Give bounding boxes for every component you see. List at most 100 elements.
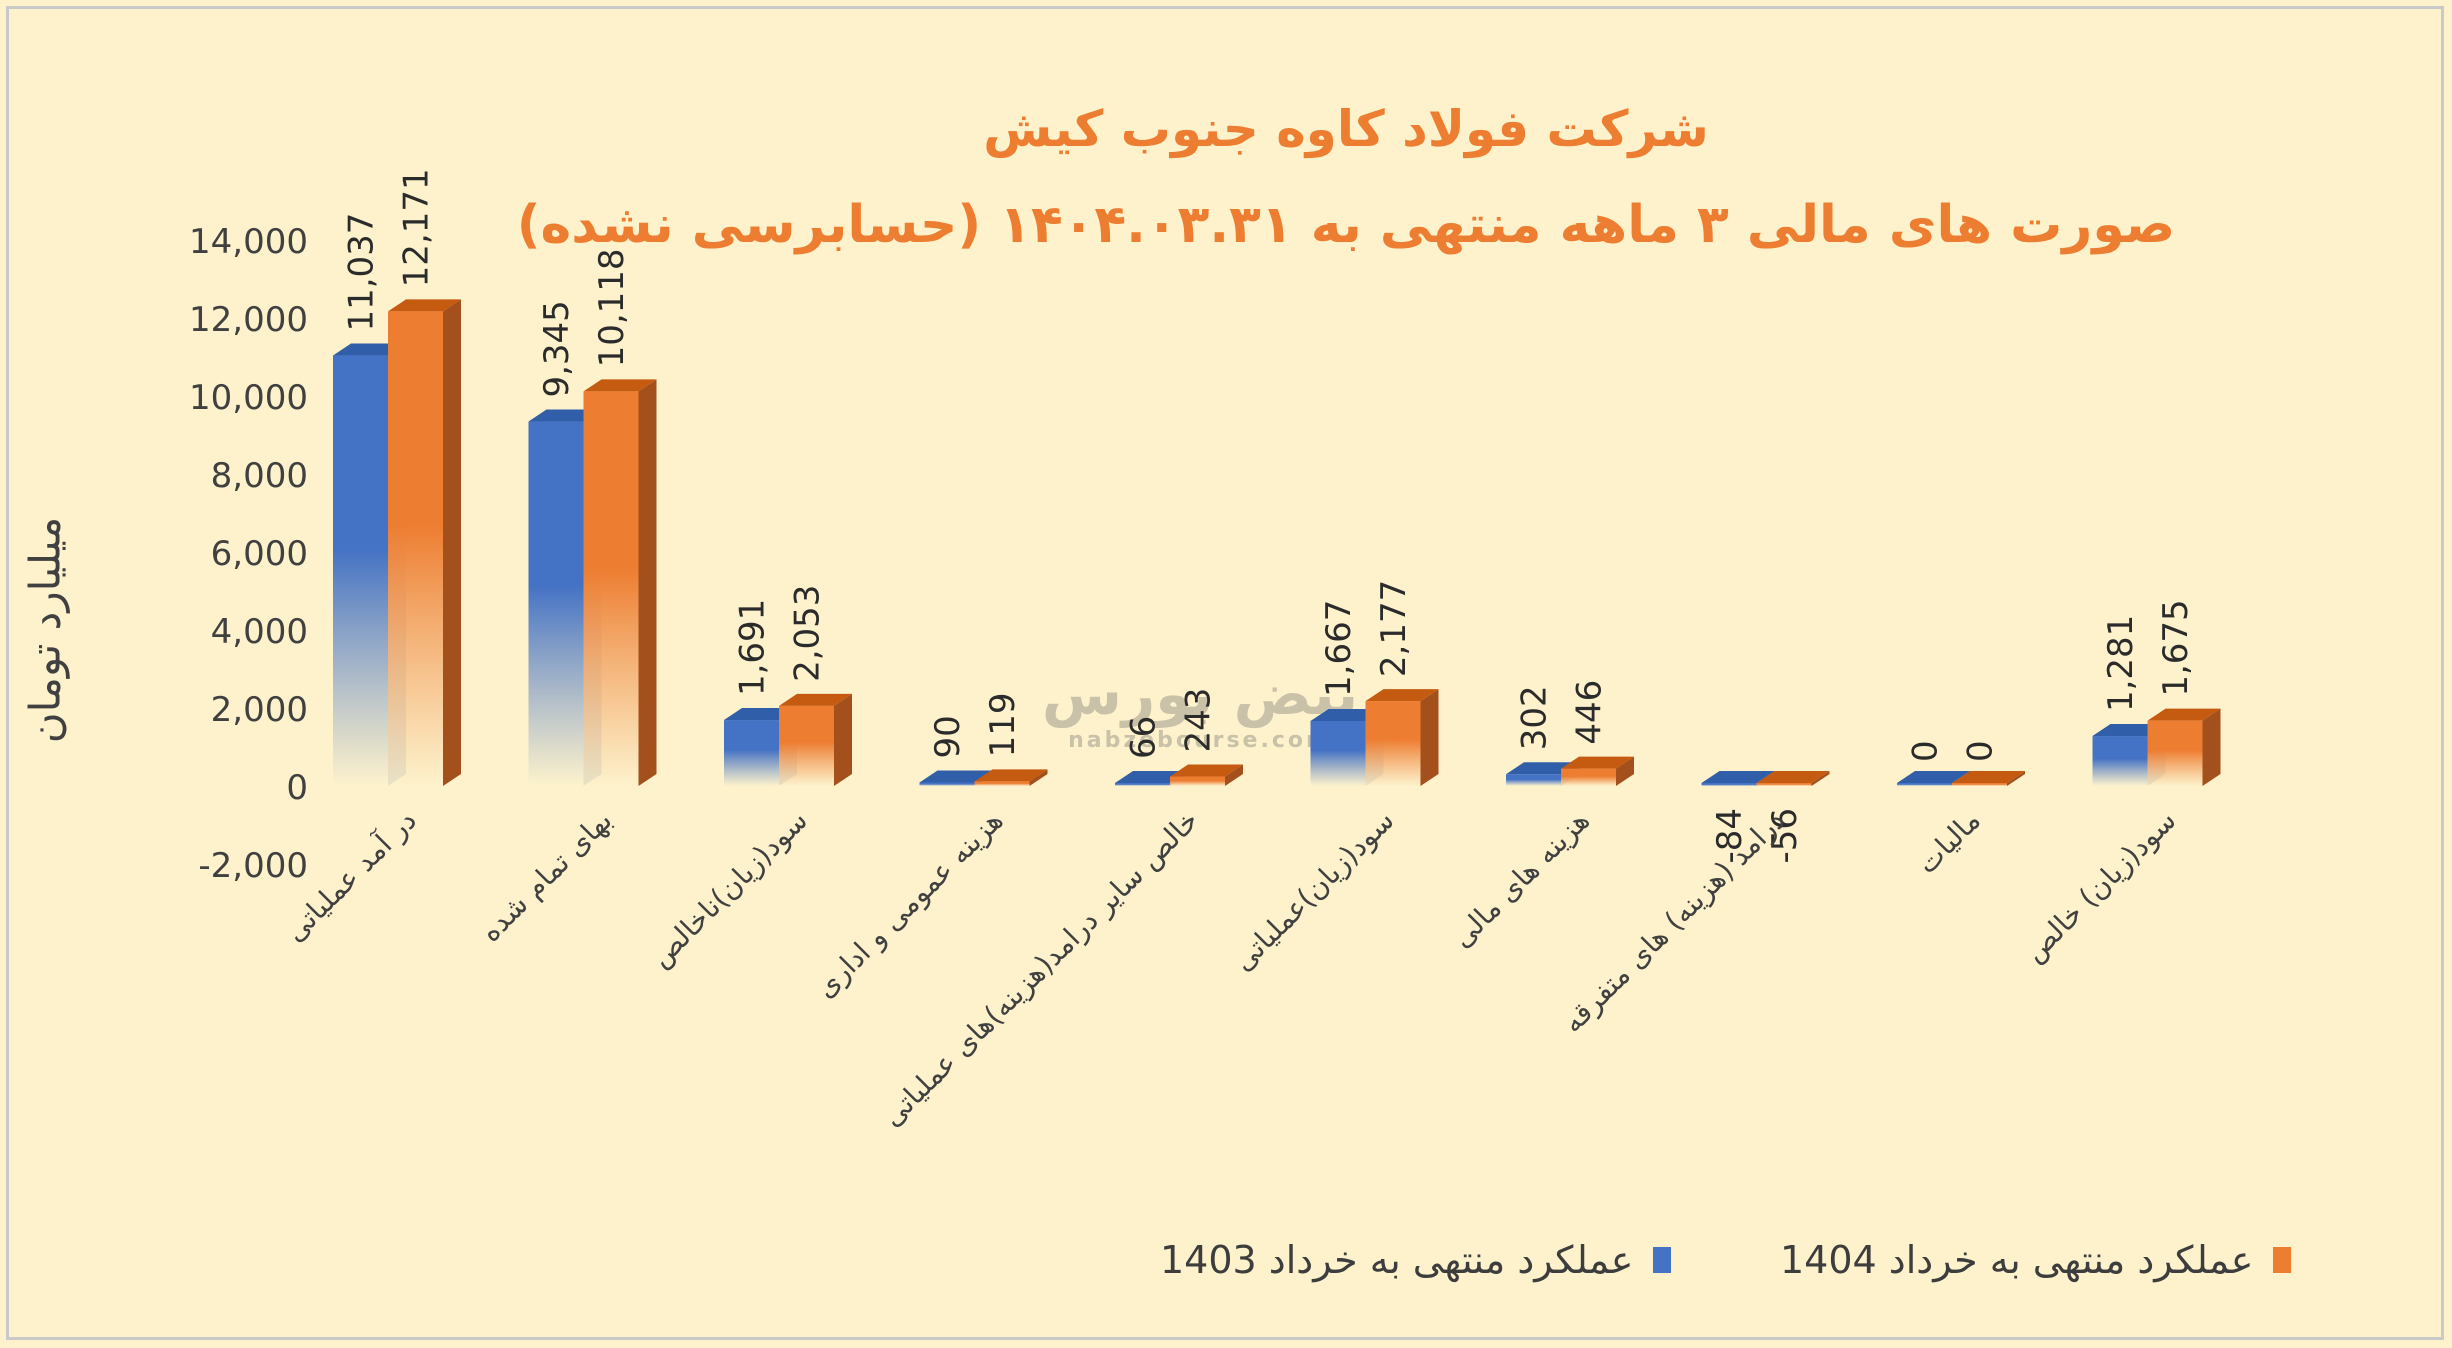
y-tick-label: -2,000 — [198, 846, 308, 886]
legend-label-1403: عملکرد منتهی به خرداد 1403 — [1160, 1238, 1634, 1282]
x-tick-label: سود(زیان) خالص — [2018, 804, 2183, 969]
bar — [1897, 783, 1952, 786]
legend-swatch-1404 — [2273, 1247, 2292, 1273]
bar — [528, 421, 584, 786]
bar-side — [1420, 689, 1439, 786]
bar-top — [1561, 756, 1634, 769]
bar-top — [1701, 771, 1775, 783]
bar — [1115, 783, 1170, 786]
bar-top — [779, 693, 852, 706]
x-tick-label: درامد (هزینه) های متفرقه — [1556, 804, 1792, 1040]
bar — [1506, 774, 1561, 786]
y-tick-label: 8,000 — [211, 456, 308, 496]
bar — [583, 391, 639, 786]
legend-item-1404: عملکرد منتهی به خرداد 1404 — [1780, 1230, 2292, 1290]
bar-top — [1115, 771, 1188, 783]
legend-item-1403: عملکرد منتهی به خرداد 1403 — [1160, 1230, 1672, 1290]
bar — [2147, 720, 2203, 786]
bar-top — [724, 708, 797, 721]
bar — [2092, 736, 2148, 786]
data-label: 0 — [1906, 740, 1946, 762]
watermark-logo: نبض بورس nabzebourse.com — [1040, 600, 1360, 753]
bar — [333, 355, 388, 786]
legend-swatch-1403 — [1653, 1247, 1672, 1273]
y-tick-label: 12,000 — [189, 300, 308, 340]
x-tick-label: هزینه عمومی و اداری — [809, 804, 1010, 1005]
bar — [1365, 701, 1421, 786]
data-label: 2,177 — [1374, 580, 1414, 677]
data-label: 446 — [1570, 680, 1610, 745]
watermark-name: نبض بورس — [1041, 660, 1359, 728]
y-tick-label: 4,000 — [211, 612, 308, 652]
bar-side — [443, 299, 461, 786]
y-tick-label: 14,000 — [189, 222, 308, 262]
bar-top — [583, 379, 657, 392]
data-label: 66 — [1124, 716, 1164, 759]
bar-top — [1170, 764, 1243, 777]
x-tick-label: سود(زیان)عملیاتی — [1227, 804, 1401, 978]
bar — [1561, 768, 1616, 786]
bar-side — [1029, 769, 1048, 786]
bar — [1310, 720, 1366, 786]
data-label: 302 — [1515, 685, 1555, 750]
bar-top — [528, 409, 602, 422]
data-label: 0 — [1961, 740, 2001, 762]
bar-side — [834, 693, 852, 786]
x-tick-label: مالیات — [1910, 804, 1987, 881]
data-label: 12,171 — [397, 168, 437, 287]
bar — [388, 311, 443, 786]
data-label: 1,675 — [2156, 599, 2196, 696]
data-label: 243 — [1179, 688, 1219, 753]
bar-side — [638, 379, 657, 786]
bar — [974, 781, 1030, 786]
chart-subtitle: صورت های مالی ۳ ماهه منتهی به ۱۴۰۴.۰۳.۳۱… — [516, 195, 2176, 255]
x-tick-label: بهای تمام شده — [474, 804, 619, 949]
bar-side — [2202, 708, 2221, 786]
chart-title: شرکت فولاد کاوه جنوب کیش — [983, 100, 1709, 158]
bar-top — [388, 299, 461, 312]
bar-top — [333, 343, 406, 356]
bar — [1952, 783, 2007, 786]
data-label: 10,118 — [592, 248, 632, 367]
bar-top — [1756, 771, 1830, 783]
bar-top — [1310, 708, 1384, 721]
bar-top — [1506, 762, 1579, 775]
y-tick-label: 10,000 — [189, 378, 308, 418]
data-label: 90 — [928, 715, 968, 758]
legend-label-1404: عملکرد منتهی به خرداد 1404 — [1780, 1238, 2254, 1282]
x-tick-label: خالص سایر درامد(هزینه)های عملیاتی — [876, 804, 1205, 1133]
data-label: 119 — [983, 692, 1023, 757]
bar-side — [1225, 764, 1243, 786]
bar-top — [1952, 771, 2025, 783]
bar — [919, 782, 975, 786]
x-tick-label: هزینه های مالی — [1445, 804, 1596, 955]
data-label: 1,691 — [733, 599, 773, 696]
data-label: 1,281 — [2101, 615, 2141, 712]
data-label: 9,345 — [537, 300, 577, 397]
data-label: 2,053 — [788, 585, 828, 682]
y-tick-label: 2,000 — [211, 690, 308, 730]
bar-top — [1897, 771, 1970, 783]
bar-top — [2147, 708, 2221, 721]
bar — [1170, 776, 1225, 786]
data-label: -56 — [1765, 808, 1805, 864]
bar — [1701, 783, 1757, 787]
bar — [779, 705, 834, 786]
bar-top — [919, 770, 993, 783]
bar — [724, 720, 779, 786]
data-label: 1,667 — [1319, 600, 1359, 697]
bar-side — [2007, 771, 2025, 786]
watermark-url: nabzebourse.com — [1068, 728, 1332, 753]
bar-side — [1811, 771, 1830, 786]
bar-top — [2092, 724, 2166, 737]
data-label: 11,037 — [342, 213, 382, 332]
bar-top — [974, 769, 1048, 782]
y-tick-label: 6,000 — [211, 534, 308, 574]
y-tick-label: 0 — [286, 768, 308, 808]
bar-top — [1365, 689, 1439, 702]
bar — [1756, 783, 1812, 786]
data-label: -84 — [1710, 808, 1750, 864]
x-tick-label: سود(زیان)ناخالص — [644, 804, 814, 974]
bar-side — [1616, 756, 1634, 786]
